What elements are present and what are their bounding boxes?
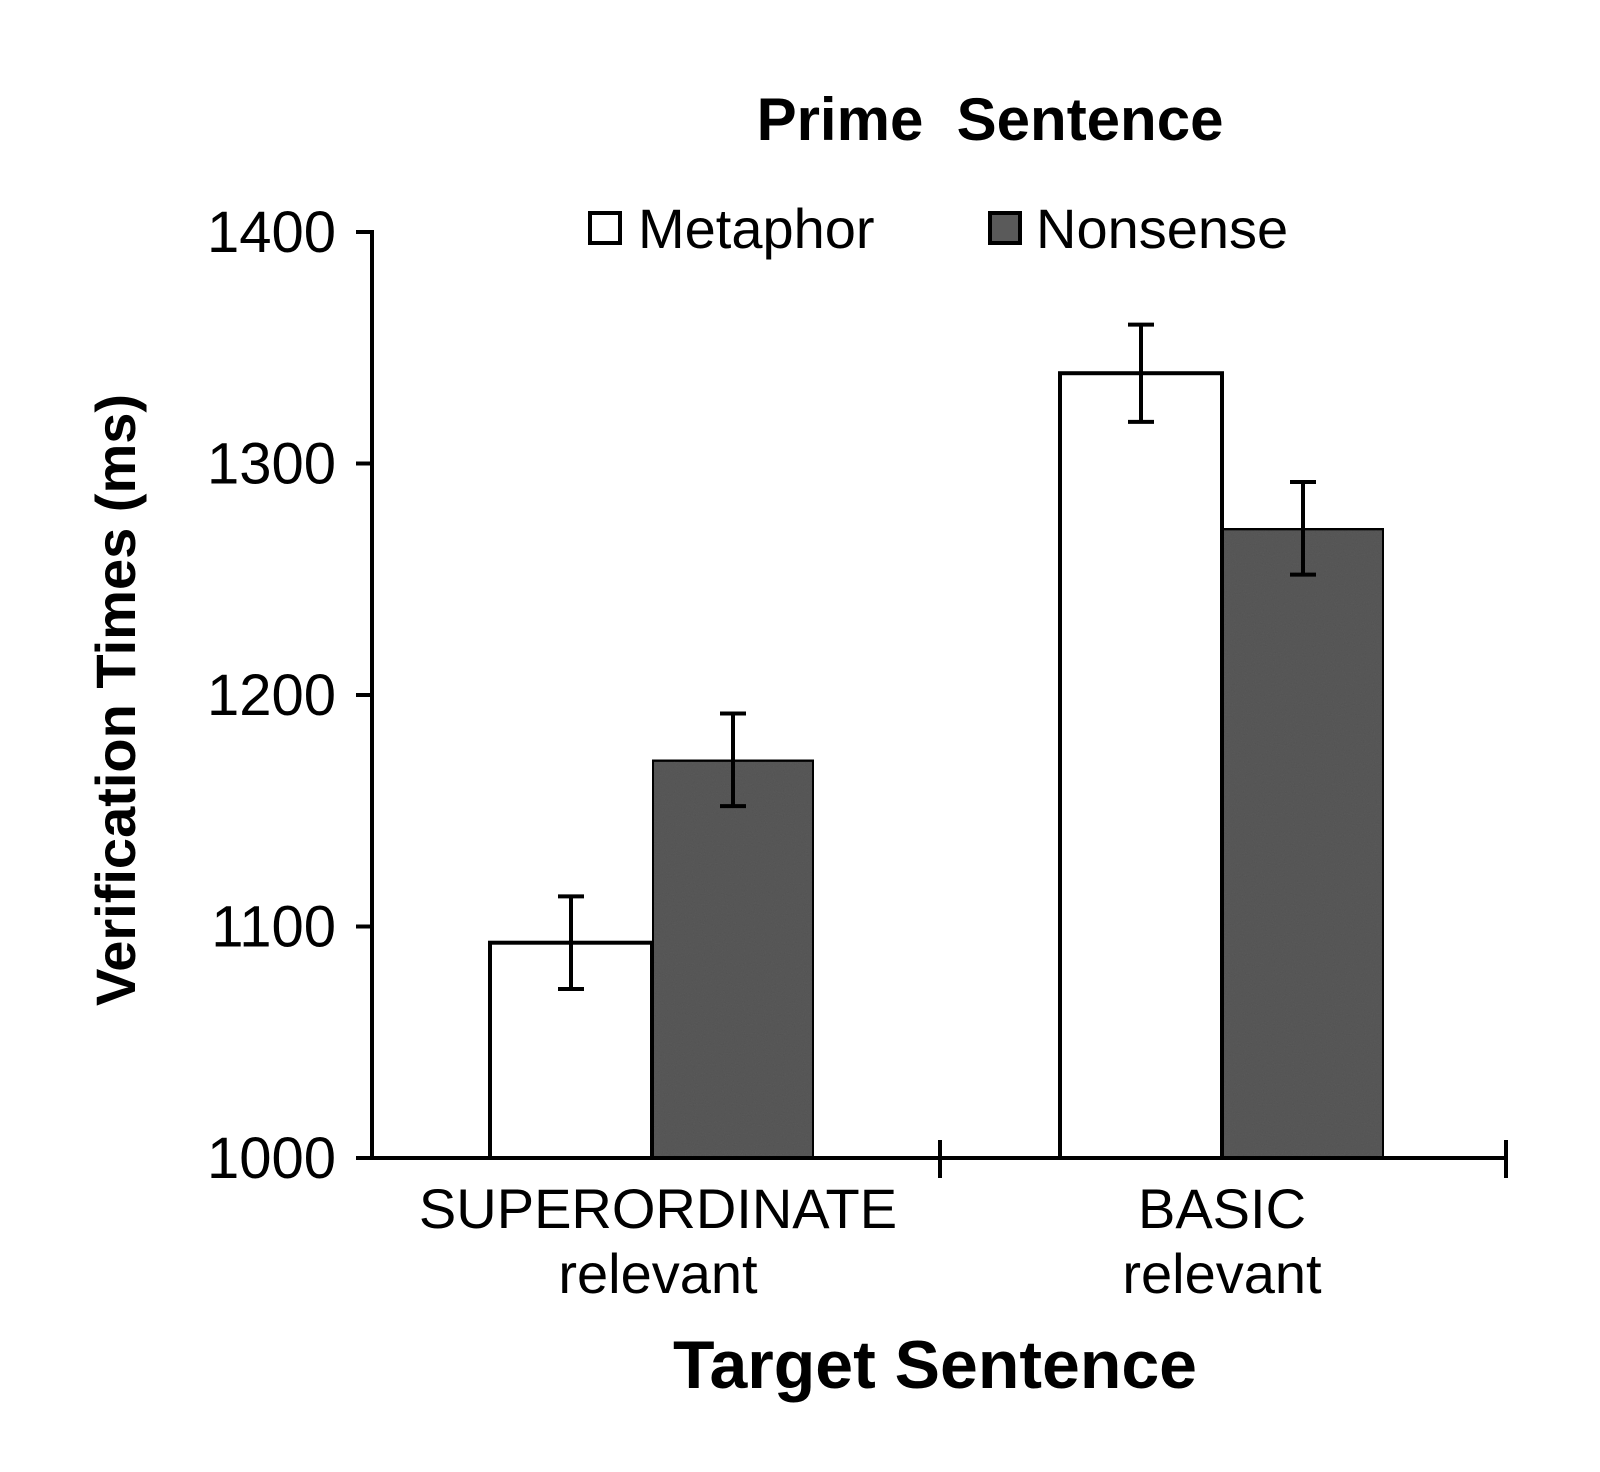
error-bar-metaphor-superordinate (558, 894, 584, 992)
bars (488, 371, 1386, 1161)
legend-label-metaphor: Metaphor (638, 197, 875, 260)
bar-nonsense-basic (1220, 526, 1386, 1160)
legend-title: Prime Sentence (757, 86, 1224, 153)
y-tick-label: 1100 (211, 895, 336, 960)
legend: Metaphor Nonsense (588, 197, 1288, 260)
y-tick-label: 1300 (207, 432, 336, 497)
y-tick-label: 1400 (207, 200, 336, 265)
legend-item-metaphor: Metaphor (588, 197, 875, 260)
bar-metaphor-basic (1058, 371, 1224, 1160)
x-axis-label: Target Sentence (673, 1327, 1197, 1403)
x-category-label-superordinate: SUPERORDINATE (419, 1177, 897, 1240)
legend-item-nonsense: Nonsense (988, 197, 1288, 260)
error-bar-nonsense-superordinate (720, 711, 746, 809)
x-category-sublabel-basic: relevant (1122, 1242, 1322, 1305)
y-axis-ticks: 1000 1100 1200 1300 1400 (207, 200, 372, 1191)
bar-nonsense-superordinate (650, 757, 816, 1160)
error-bar-nonsense-basic (1290, 480, 1316, 577)
error-bar-metaphor-basic (1128, 322, 1154, 424)
legend-swatch-nonsense (988, 211, 1022, 245)
y-axis-label: Verification Times (ms) (84, 394, 147, 1006)
y-tick-label: 1000 (207, 1126, 336, 1191)
x-category-sublabel-superordinate: relevant (558, 1242, 758, 1305)
error-bars (558, 322, 1316, 992)
legend-label-nonsense: Nonsense (1036, 197, 1288, 260)
y-tick-label: 1200 (207, 663, 336, 728)
legend-swatch-metaphor (588, 211, 622, 245)
x-category-label-basic: BASIC (1138, 1177, 1306, 1240)
